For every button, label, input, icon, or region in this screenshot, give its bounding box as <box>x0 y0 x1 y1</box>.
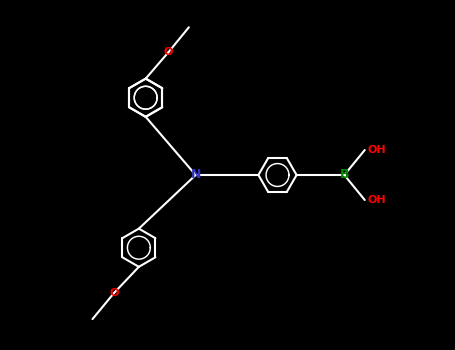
Text: OH: OH <box>368 145 386 155</box>
Text: N: N <box>191 168 201 182</box>
Text: OH: OH <box>368 195 386 205</box>
Text: O: O <box>109 288 119 298</box>
Text: O: O <box>164 47 173 57</box>
Text: B: B <box>339 168 349 182</box>
